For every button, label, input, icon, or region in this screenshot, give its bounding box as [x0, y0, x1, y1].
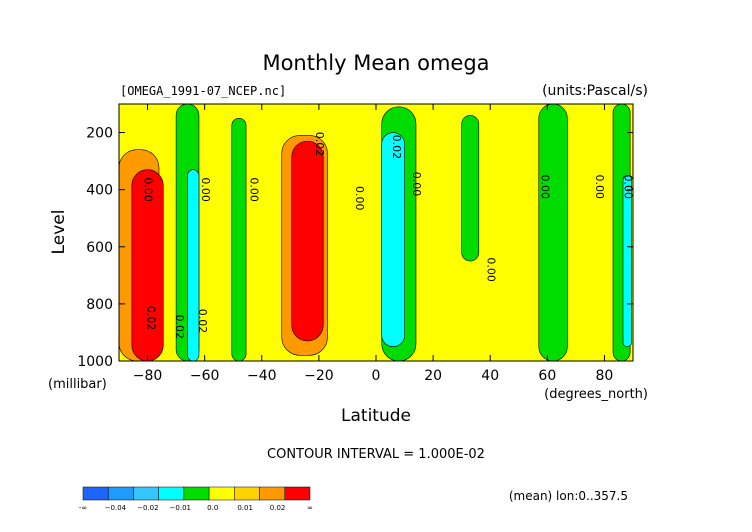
contour-interval-text: CONTOUR INTERVAL = 1.000E-02 [267, 447, 485, 462]
colorbar-swatch-3 [158, 486, 185, 501]
contour-region-2 [231, 117, 247, 361]
y-tick-label-4: 1000 [77, 354, 113, 370]
colorbar-swatch-7 [259, 486, 286, 501]
x-tick-label-7: 60 [538, 368, 556, 384]
colorbar-swatch-1 [107, 486, 134, 501]
y-axis-units: (millibar) [48, 377, 107, 392]
colorbar-label-3: −0.01 [170, 504, 191, 512]
y-tick-label-1: 400 [86, 183, 113, 199]
contour-label-7: 0.00 [484, 257, 497, 282]
x-tick-label-8: 80 [596, 368, 614, 384]
contour-label-5: 0.02 [390, 135, 403, 160]
colorbar-swatch-4 [183, 486, 210, 501]
colorbar-swatch-8 [284, 486, 311, 501]
contour-region-8 [381, 132, 405, 348]
y-axis-label: Level [49, 210, 69, 255]
x-axis-units: (degrees_north) [544, 387, 648, 402]
x-tick-label-1: −60 [190, 368, 220, 384]
colorbar-swatch-5 [208, 486, 235, 501]
contour-label-9: 0.00 [593, 175, 606, 200]
colorbar-label-7: ∞ [307, 504, 313, 512]
x-tick-label-3: −20 [304, 368, 334, 384]
contour-label-12: 0.02 [173, 314, 186, 339]
x-tick-label-5: 20 [424, 368, 442, 384]
contour-label-0: 0.00 [142, 177, 155, 202]
colorbar: -∞ −0.04 −0.02 −0.01 0.0 0.01 0.02 ∞ [79, 486, 313, 512]
contour-label-3: 0.02 [313, 132, 326, 157]
colorbar-label-2: −0.02 [137, 504, 158, 512]
x-tick-label-6: 40 [481, 368, 499, 384]
contour-label-8: 0.00 [539, 175, 552, 200]
y-tick-label-0: 200 [86, 126, 113, 142]
colorbar-swatch-6 [234, 486, 260, 501]
y-tick-label-2: 600 [86, 240, 113, 256]
contour-region-5 [538, 104, 568, 361]
colorbar-label-1: −0.04 [105, 504, 127, 512]
x-tick-label-4: 0 [372, 368, 381, 384]
colorbar-label-4: 0.0 [207, 504, 218, 512]
contour-label-2: 0.00 [247, 177, 260, 202]
colorbar-label-5: 0.01 [237, 504, 253, 512]
colorbar-swatch-2 [133, 486, 159, 501]
contour-region-7 [187, 169, 200, 361]
x-axis-label: Latitude [341, 406, 411, 426]
contour-label-1: 0.00 [199, 177, 212, 202]
contour-label-6: 0.00 [410, 172, 423, 197]
x-tick-label-2: −40 [247, 368, 277, 384]
units-label: (units:Pascal/s) [542, 83, 648, 99]
contour-label-13: 0.02 [196, 309, 209, 334]
file-label: [OMEGA_1991-07_NCEP.nc] [120, 84, 286, 98]
contour-label-4: 0.00 [353, 186, 366, 211]
contour-region-11 [291, 140, 324, 342]
contour-region-13 [131, 169, 164, 361]
colorbar-swatch-0 [82, 486, 109, 501]
contour-label-11: 0.02 [145, 306, 158, 331]
colorbar-label-0: -∞ [79, 504, 87, 512]
y-tick-label-3: 800 [86, 297, 113, 313]
footer-text: (mean) lon:0..357.5 [509, 489, 628, 503]
x-tick-label-0: −80 [133, 368, 163, 384]
contour-region-9 [622, 175, 632, 348]
contour-label-10: 0.00 [621, 175, 634, 200]
chart-title: Monthly Mean omega [262, 51, 489, 75]
contour-region-4 [461, 115, 480, 262]
plot-area: 0.00 0.00 0.00 0.02 0.00 0.02 0.00 0.00 0.00 0.00… [77, 103, 634, 384]
colorbar-label-6: 0.02 [270, 504, 286, 512]
